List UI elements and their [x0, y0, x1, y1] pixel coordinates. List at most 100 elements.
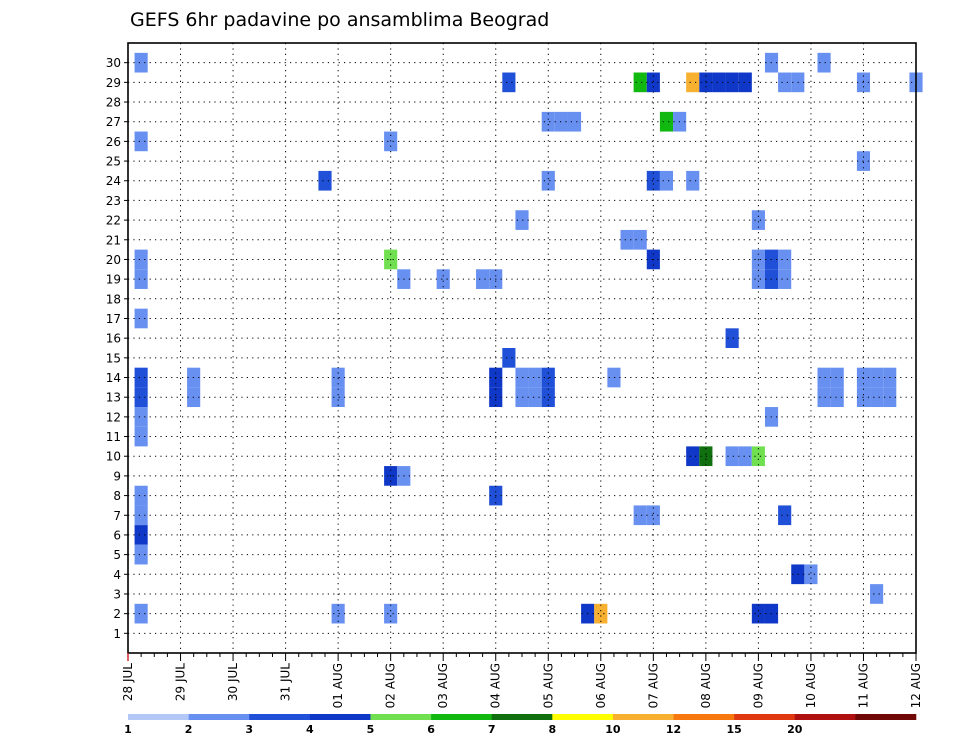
x-tick-label: 29 JUL: [174, 663, 188, 701]
precip-cell: [134, 544, 148, 565]
x-tick-label: 28 JUL: [121, 663, 135, 701]
precip-cell: [817, 367, 831, 388]
colorbar-label: 5: [367, 723, 375, 736]
precip-cell: [515, 210, 529, 230]
y-tick-label: 20: [106, 253, 121, 267]
x-tick-label: 12 AUG: [909, 663, 923, 708]
precip-cell: [751, 603, 765, 624]
precip-cell: [646, 72, 660, 93]
colorbar-swatch: [188, 714, 250, 720]
colorbar-label: 12: [666, 723, 681, 736]
precip-cell: [804, 564, 818, 585]
precip-cell: [751, 210, 765, 230]
y-tick-label: 23: [106, 194, 121, 208]
colorbar-label: 2: [185, 723, 193, 736]
colorbar-swatch: [552, 714, 614, 720]
y-tick-label: 5: [113, 548, 121, 562]
x-tick-label: 06 AUG: [594, 663, 608, 708]
y-tick-label: 29: [106, 76, 121, 90]
x-tick-label: 04 AUG: [489, 663, 503, 708]
y-tick-label: 12: [106, 410, 121, 424]
precip-cell: [476, 269, 490, 289]
y-axis: 1234567891011121314151617181920212223242…: [106, 56, 128, 641]
x-tick-label: 31 JUL: [279, 663, 293, 701]
precip-cell: [134, 52, 148, 73]
precip-cell: [134, 387, 148, 408]
chart-title: GEFS 6hr padavine po ansamblima Beograd: [130, 9, 549, 31]
colorbar-swatch: [431, 714, 492, 720]
y-tick-label: 30: [106, 56, 121, 70]
precip-cell: [436, 269, 450, 289]
precip-cell: [646, 170, 660, 191]
x-tick-label: 03 AUG: [436, 663, 450, 708]
y-tick-label: 19: [106, 273, 121, 287]
precip-cell: [633, 72, 647, 93]
precip-cell: [528, 367, 542, 388]
precip-cell: [515, 367, 529, 388]
precip-cell: [331, 387, 345, 408]
y-tick-label: 28: [106, 96, 121, 110]
x-tick-label: 01 AUG: [331, 663, 345, 708]
y-tick-label: 26: [106, 135, 121, 149]
precip-cell: [318, 170, 332, 191]
colorbar-swatch: [794, 714, 856, 720]
colorbar-legend: 1 2 3 4 5 6 7 8 10 12 15 20: [124, 714, 917, 736]
precip-cell: [134, 367, 148, 388]
y-tick-label: 7: [113, 509, 121, 523]
y-tick-label: 6: [113, 528, 121, 542]
y-tick-label: 11: [106, 430, 121, 444]
colorbar-swatch: [855, 714, 917, 720]
y-tick-label: 25: [106, 155, 121, 169]
y-tick-label: 24: [106, 174, 121, 188]
colorbar-swatch: [673, 714, 735, 720]
y-tick-label: 9: [113, 469, 121, 483]
precip-cell: [725, 328, 739, 348]
precip-cell: [134, 249, 148, 270]
x-axis: 28 JUL 29 JUL 30 JUL 31 JUL 01 AUG 02 AUG 03 A…: [121, 653, 923, 708]
colorbar-label: 3: [245, 723, 253, 736]
x-tick-label: 08 AUG: [699, 663, 713, 708]
plot-frame: [127, 42, 917, 654]
precip-cell: [384, 603, 398, 624]
precip-cell: [134, 603, 148, 624]
precip-cell: [594, 603, 608, 624]
precip-cell: [646, 505, 660, 526]
precip-cell: [817, 387, 831, 408]
precip-cell: [738, 446, 752, 467]
y-tick-label: 8: [113, 489, 121, 503]
precip-cell: [541, 367, 555, 388]
y-tick-label: 22: [106, 214, 121, 228]
precip-cell: [778, 505, 792, 526]
y-tick-label: 21: [106, 233, 121, 247]
x-tick-label: 05 AUG: [541, 663, 555, 708]
precip-cell: [686, 170, 700, 191]
colorbar-label: 20: [787, 723, 803, 736]
precip-cell: [870, 387, 884, 408]
precip-cell: [134, 131, 148, 152]
precip-cell: [567, 111, 582, 132]
y-tick-label: 3: [113, 587, 121, 601]
precip-cell: [528, 387, 542, 408]
precip-cell: [830, 387, 844, 408]
y-tick-label: 10: [106, 450, 121, 464]
precip-cell: [134, 426, 148, 447]
precip-cell: [134, 525, 148, 545]
colorbar-swatch: [370, 714, 432, 720]
precip-cell: [134, 308, 148, 329]
precip-cell: [541, 111, 555, 132]
precip-cell: [738, 72, 752, 93]
y-tick-label: 4: [113, 568, 121, 582]
precip-cell: [686, 446, 700, 467]
precip-cell: [331, 603, 345, 624]
precip-cell: [502, 348, 516, 368]
colorbar-label: 1: [124, 723, 132, 736]
x-tick-label: 10 AUG: [804, 663, 818, 708]
colorbar-label: 4: [306, 723, 314, 736]
precip-cell: [659, 170, 674, 191]
y-tick-label: 14: [106, 371, 121, 385]
precip-cell: [712, 72, 726, 93]
colorbar-swatch: [309, 714, 371, 720]
precip-cell: [541, 387, 555, 408]
precipitation-cells: [134, 52, 923, 624]
precip-cell: [817, 52, 831, 73]
